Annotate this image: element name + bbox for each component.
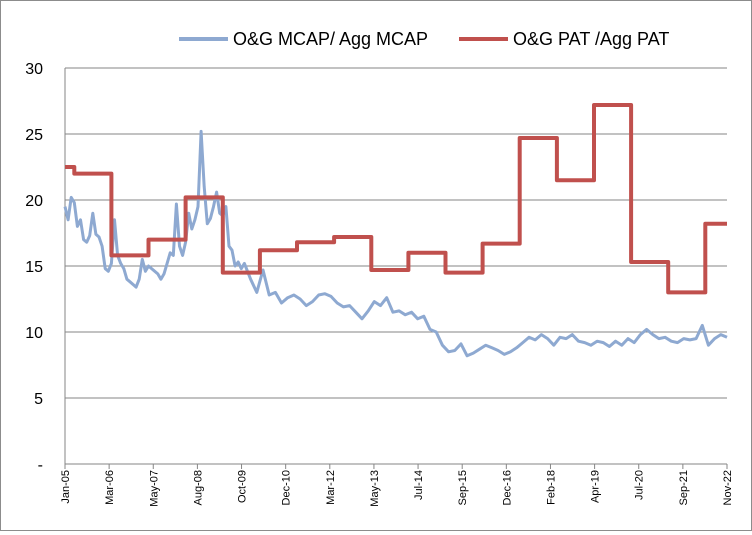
- x-tick-label: Feb-18: [545, 470, 557, 505]
- x-tick-label: Aug-08: [192, 470, 204, 505]
- axes: [64, 68, 727, 465]
- x-tick-label: Dec-10: [281, 470, 293, 505]
- x-tick-label: Apr-19: [590, 470, 602, 503]
- y-tick-label: -: [38, 457, 43, 474]
- y-tick-label: 25: [25, 127, 43, 144]
- x-tick-label: Jul-14: [413, 470, 425, 500]
- x-tick-label: May-13: [369, 470, 381, 507]
- series-lines: [63, 103, 728, 358]
- x-tick-labels: Jan-05 Mar-06 May-07 Aug-08 Oct-09 Dec-10 Mar-…: [60, 464, 734, 507]
- y-tick-label: 30: [25, 61, 43, 78]
- x-tick-label: Jul-20: [634, 470, 646, 500]
- legend: O&G MCAP/ Agg MCAP O&G PAT /Agg PAT: [179, 29, 669, 49]
- x-tick-label: Sep-21: [678, 470, 690, 505]
- x-tick-label: Dec-16: [501, 470, 513, 505]
- x-tick-label: Nov-22: [722, 470, 734, 505]
- y-tick-label: 10: [25, 325, 43, 342]
- x-tick-label: Mar-06: [104, 470, 116, 505]
- x-tick-label: Mar-12: [325, 470, 337, 505]
- y-tick-label: 15: [25, 259, 43, 276]
- x-tick-label: Jan-05: [60, 470, 72, 504]
- y-tick-labels: - 5 10 15 20 25 30: [25, 61, 43, 474]
- y-tick-label: 20: [25, 193, 43, 210]
- grid-lines: [65, 67, 727, 399]
- x-tick-label: Oct-09: [237, 470, 249, 503]
- series-line-pat: [65, 103, 727, 295]
- y-tick-label: 5: [34, 391, 43, 408]
- x-tick-label: May-07: [148, 470, 160, 507]
- series-line-mcap: [63, 129, 728, 358]
- legend-label-mcap: O&G MCAP/ Agg MCAP: [233, 29, 428, 49]
- x-tick-label: Sep-15: [457, 470, 469, 505]
- legend-label-pat: O&G PAT /Agg PAT: [513, 29, 669, 49]
